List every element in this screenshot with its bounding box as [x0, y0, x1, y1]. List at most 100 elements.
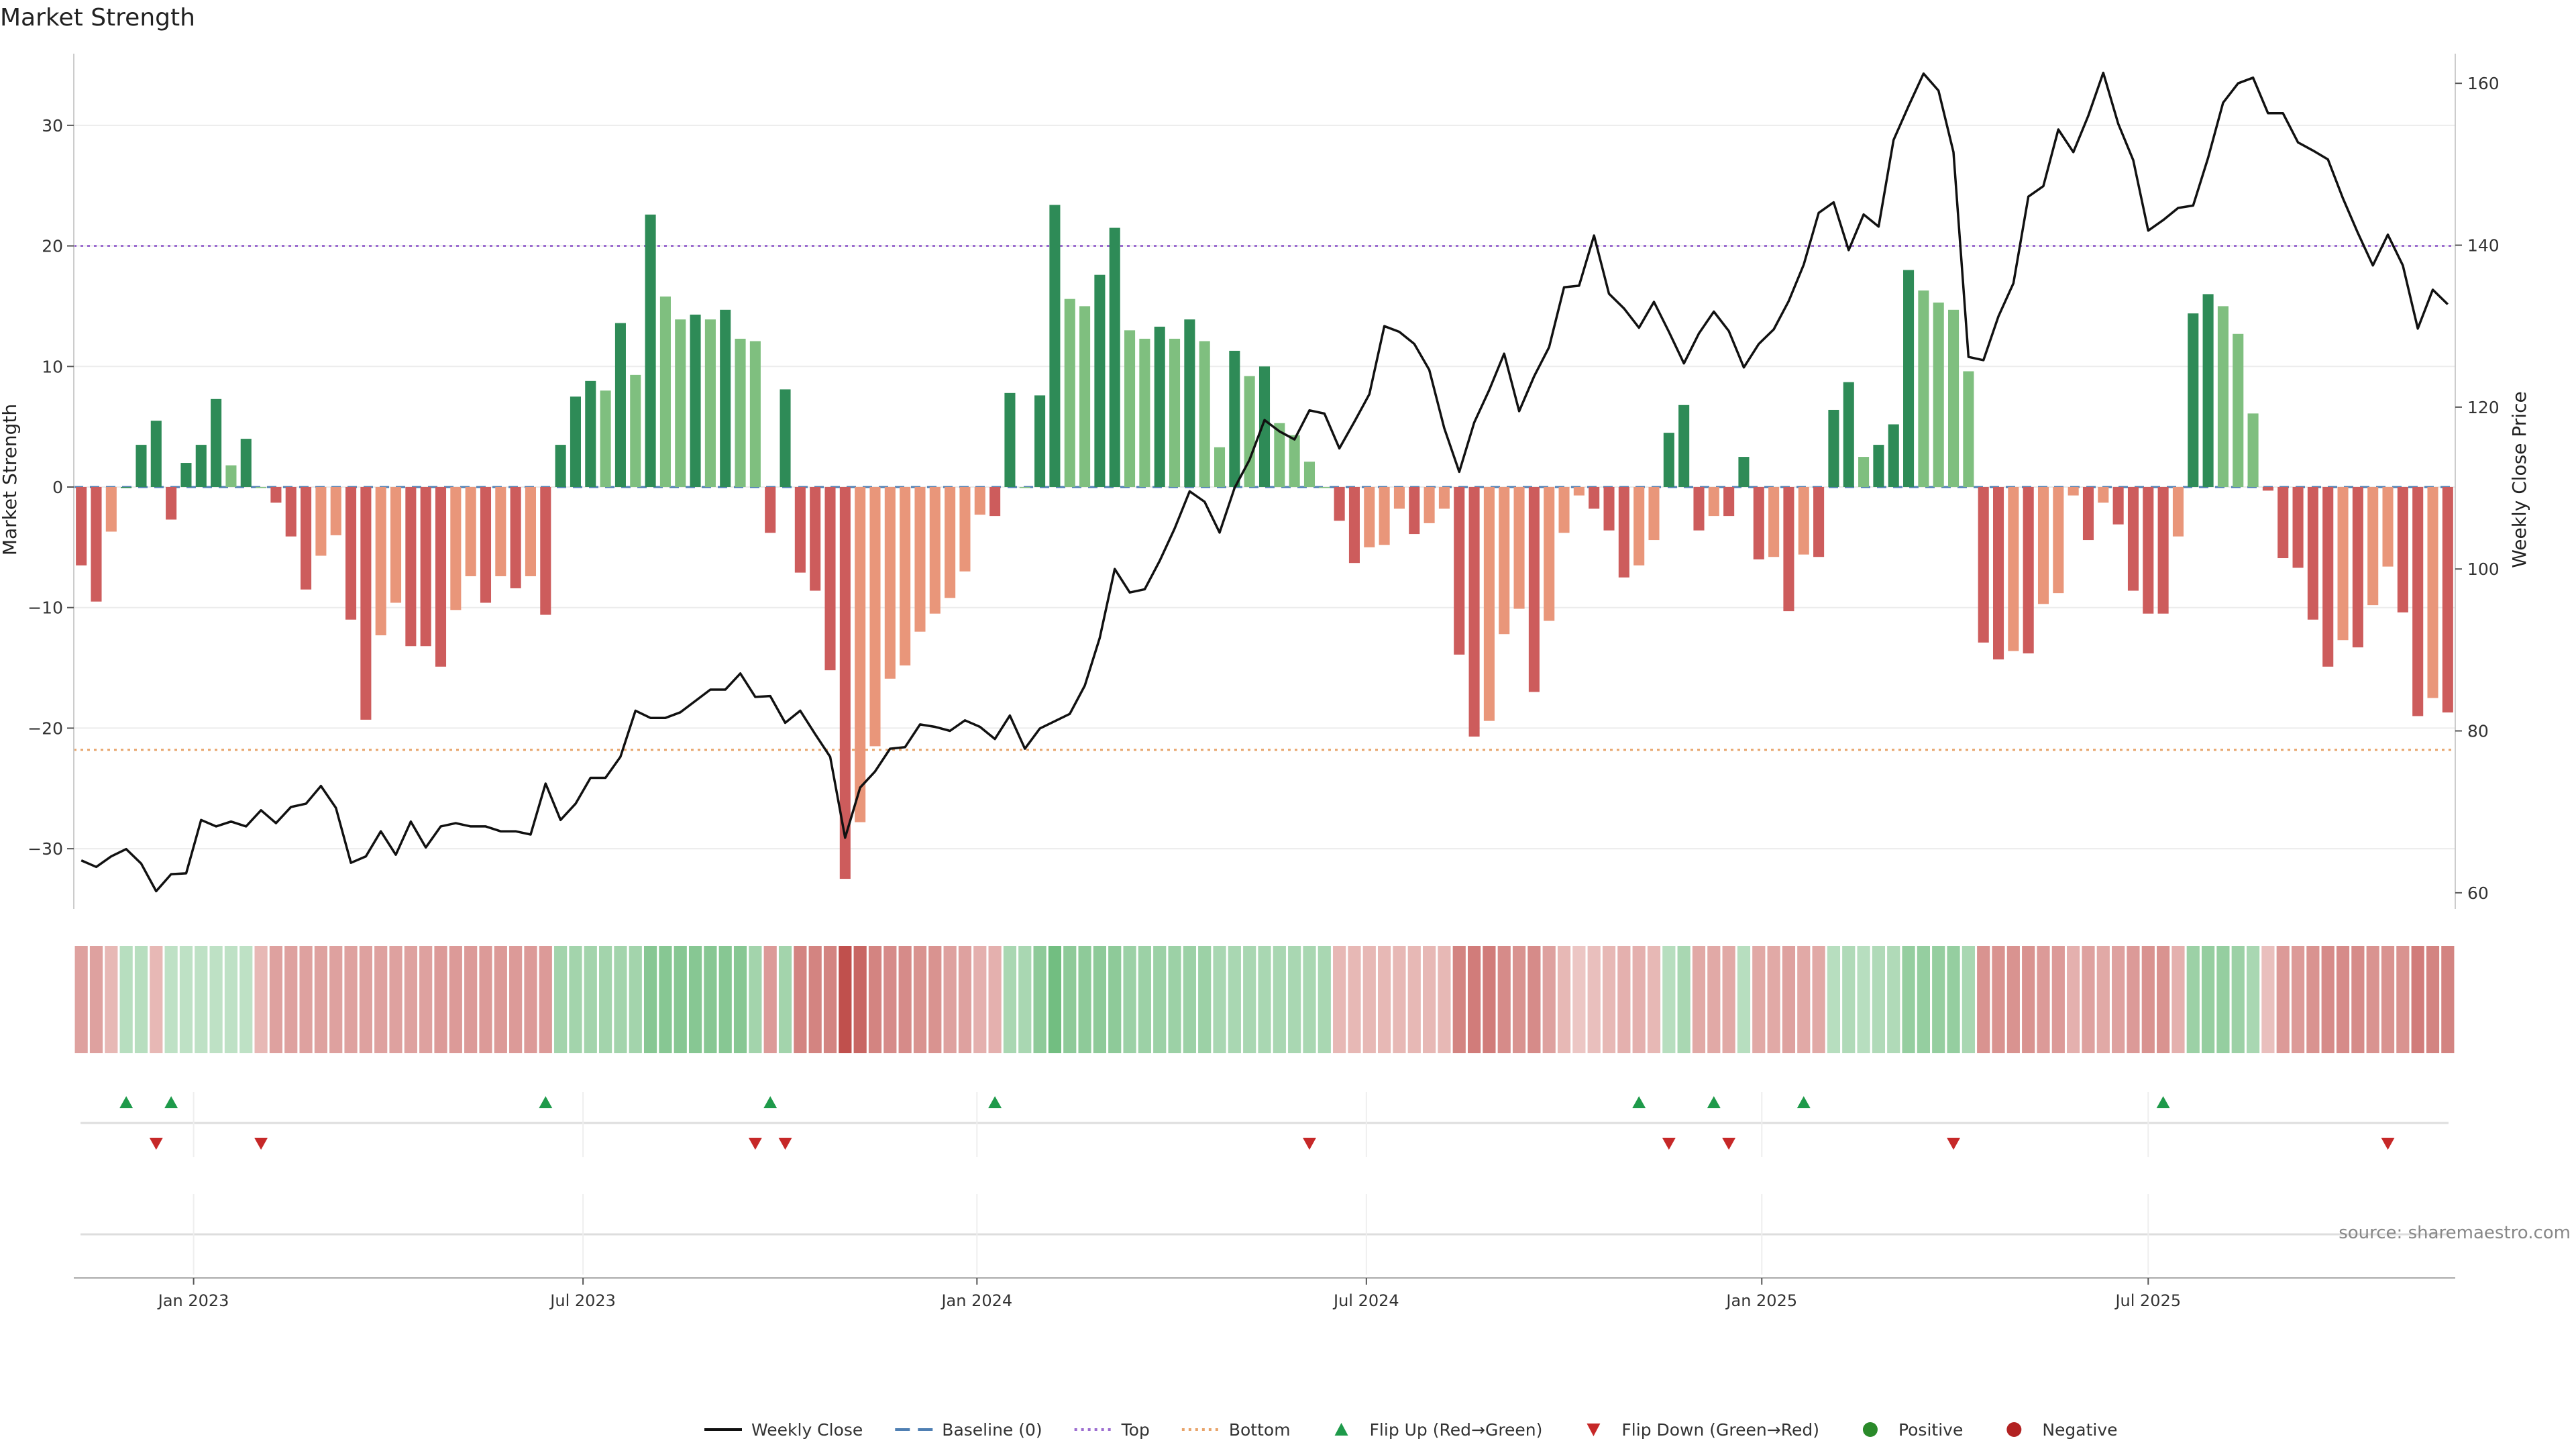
legend-triangle-down-icon	[1587, 1424, 1601, 1436]
left-tick-label: 20	[42, 237, 63, 256]
left-tick-label: −30	[28, 839, 63, 859]
heat-cell	[1333, 946, 1346, 1053]
heat-cell	[464, 946, 478, 1053]
heat-cell	[2186, 946, 2200, 1053]
heat-cell	[1497, 946, 1511, 1053]
heat-cell	[1438, 946, 1451, 1053]
strength-bar	[240, 439, 252, 487]
legend-label: Negative	[2042, 1420, 2117, 1440]
heat-cell	[778, 946, 792, 1053]
heat-cell	[2037, 946, 2050, 1053]
strength-bar	[2112, 486, 2124, 525]
strength-bar	[301, 486, 312, 590]
strength-bar	[2053, 486, 2064, 594]
strength-bar	[1094, 274, 1106, 487]
heat-cell	[1018, 946, 1032, 1053]
x-tick-label: Jul 2025	[2114, 1291, 2181, 1310]
right-y-axis: 160 140 120 100 80 60	[2455, 54, 2500, 909]
strength-bar	[1768, 486, 1780, 557]
strength-bar	[2367, 486, 2379, 606]
legend-label: Flip Down (Green→Red)	[1621, 1420, 1819, 1440]
heat-cell	[2411, 946, 2424, 1053]
heat-cell	[1183, 946, 1196, 1053]
heat-cell	[1362, 946, 1376, 1053]
heat-cell	[2366, 946, 2379, 1053]
strength-bar	[659, 297, 671, 487]
heat-cell	[599, 946, 612, 1053]
heat-cell	[2291, 946, 2305, 1053]
heat-cell	[224, 946, 238, 1053]
strength-bar	[1364, 486, 1375, 547]
strength-bar	[720, 309, 731, 487]
strength-bar	[1603, 486, 1615, 531]
heat-cell	[1422, 946, 1436, 1053]
heat-cell	[1767, 946, 1780, 1053]
strength-bar	[1109, 227, 1120, 487]
strength-bar	[1633, 486, 1645, 566]
strength-bar	[1348, 486, 1360, 564]
strength-bar	[1558, 486, 1570, 533]
left-tick-label: 10	[42, 357, 63, 376]
flip-down-marker	[254, 1138, 268, 1150]
heat-cell	[1033, 946, 1046, 1053]
strength-bar	[1708, 486, 1719, 517]
x-tick-label: Jan 2023	[157, 1291, 229, 1310]
strength-bar	[1963, 371, 1974, 487]
strength-bar	[765, 486, 776, 533]
strength-bar	[1513, 486, 1525, 609]
strength-bar	[929, 486, 941, 614]
strength-bar	[555, 445, 566, 487]
strength-bar	[884, 486, 896, 679]
flip-up-marker	[2156, 1096, 2170, 1108]
heat-cell	[1348, 946, 1361, 1053]
heat-cell	[1078, 946, 1091, 1053]
strength-bar	[1693, 486, 1705, 531]
strength-bar	[180, 463, 192, 487]
heat-cell	[1962, 946, 1975, 1053]
strength-bar	[855, 486, 866, 822]
legend-item: Top	[1074, 1420, 1150, 1440]
heat-cell	[329, 946, 343, 1053]
flip-down-marker	[2381, 1138, 2395, 1150]
legend-label: Baseline (0)	[942, 1420, 1042, 1440]
right-tick-label: 80	[2467, 722, 2489, 741]
heat-cell	[1063, 946, 1077, 1053]
strength-bar	[510, 486, 521, 588]
strength-bar	[1573, 486, 1585, 496]
x-tick-label: Jan 2024	[940, 1291, 1012, 1310]
strength-bar	[1918, 290, 1929, 487]
strength-bar	[2068, 486, 2079, 496]
left-tick-label: −10	[28, 598, 63, 618]
heat-cell	[1527, 946, 1541, 1053]
legend-label: Positive	[1898, 1420, 1963, 1440]
strength-bar	[195, 445, 207, 487]
heat-cell	[1617, 946, 1631, 1053]
strength-bar	[1154, 326, 1165, 487]
heat-cell	[1228, 946, 1241, 1053]
strength-bar	[1618, 486, 1629, 578]
heat-cell	[179, 946, 193, 1053]
heat-cell	[1602, 946, 1616, 1053]
strength-bar	[585, 380, 596, 487]
heat-cell	[2171, 946, 2185, 1053]
strength-bar	[1843, 382, 1854, 487]
strength-bar	[2397, 486, 2408, 612]
heat-cell	[1483, 946, 1496, 1053]
strength-bar	[540, 486, 551, 615]
strength-bar	[2127, 486, 2139, 591]
strength-bar	[749, 341, 761, 487]
heat-cell	[1093, 946, 1107, 1053]
heat-cell	[1947, 946, 1960, 1053]
strength-bar	[2352, 486, 2363, 648]
strength-bar	[405, 486, 417, 647]
heat-cell	[269, 946, 283, 1053]
strength-bar	[2427, 486, 2438, 698]
strength-bar	[1409, 486, 1420, 535]
strength-bar	[1753, 486, 1764, 559]
heat-cell	[1138, 946, 1151, 1053]
heat-cell	[1003, 946, 1017, 1053]
heat-cell	[2067, 946, 2080, 1053]
x-tick-label: Jan 2025	[1725, 1291, 1797, 1310]
heat-cell	[839, 946, 852, 1053]
strength-bar	[1648, 486, 1660, 541]
